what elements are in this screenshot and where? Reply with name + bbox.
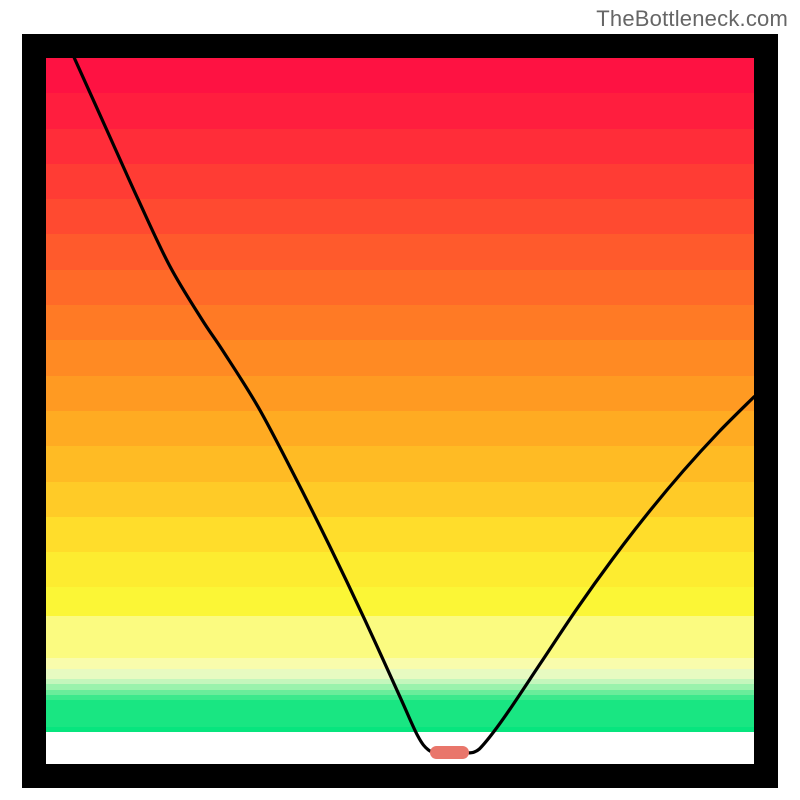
chart-container: TheBottleneck.com xyxy=(0,0,800,800)
plot-area xyxy=(46,58,754,764)
curve-svg xyxy=(46,58,754,764)
bottleneck-curve xyxy=(74,58,754,753)
optimum-marker xyxy=(430,746,470,759)
watermark-text: TheBottleneck.com xyxy=(596,6,788,32)
